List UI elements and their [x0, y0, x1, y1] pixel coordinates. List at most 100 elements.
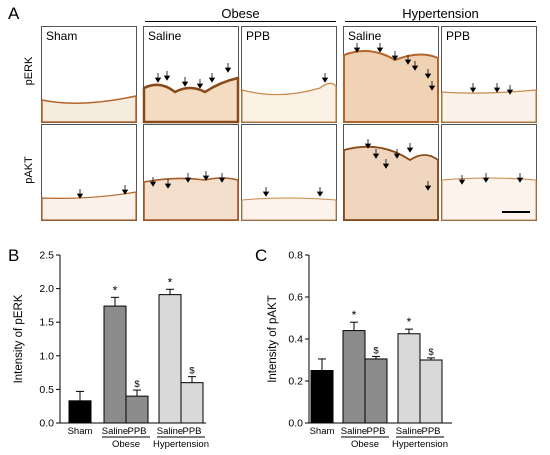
- arrow-marker: [224, 63, 232, 73]
- bar: [310, 370, 334, 424]
- y-tick-label: 0.8: [288, 250, 303, 262]
- tile-label-sham: Sham: [46, 29, 78, 43]
- category-label: Saline: [102, 426, 128, 437]
- arrow-marker: [469, 83, 477, 93]
- group-divider-obese: [145, 21, 336, 22]
- bar: [364, 358, 388, 424]
- group-label: Hypertension: [392, 439, 448, 450]
- arrow-marker: [262, 187, 270, 197]
- significance-mark: $: [189, 366, 195, 377]
- group-title-hypertension: Hypertension: [402, 6, 479, 21]
- arrow-marker: [424, 69, 432, 79]
- arrow-marker: [406, 143, 414, 153]
- arrow-marker: [393, 149, 401, 159]
- tissue-perk-obese-saline: [142, 76, 240, 124]
- significance-mark: *: [407, 315, 412, 329]
- significance-mark: *: [168, 275, 173, 289]
- y-axis-label: Intensity of pERK: [13, 294, 25, 383]
- panel-letter-b: B: [8, 246, 20, 265]
- scale-bar: [502, 211, 530, 213]
- y-tick-label: 0.5: [39, 384, 54, 396]
- arrow-marker: [493, 83, 501, 93]
- significance-mark: $: [428, 347, 434, 358]
- arrow-marker: [321, 73, 329, 83]
- arrow-marker: [76, 189, 84, 199]
- tissue-perk-sham: [41, 95, 137, 123]
- arrow-marker: [482, 173, 490, 183]
- arrow-marker: [121, 185, 129, 195]
- arrow-marker: [218, 173, 226, 183]
- arrow-marker: [391, 51, 399, 61]
- arrow-marker: [424, 181, 432, 191]
- tile-label-obese-saline: Saline: [148, 29, 182, 43]
- category-label: Saline: [396, 426, 422, 437]
- tissue-pakt-sham: [41, 191, 137, 221]
- panel-letter-a: A: [8, 4, 20, 23]
- tissue-perk-hyp-ppb: [441, 89, 537, 123]
- bar: [419, 359, 443, 424]
- bar: [397, 333, 421, 424]
- y-axis-label: Intensity of pAKT: [267, 295, 279, 383]
- y-tick-label: 1.0: [39, 350, 54, 362]
- arrow-marker: [364, 139, 372, 149]
- y-tick-label: 0.2: [288, 376, 303, 388]
- category-label: PPB: [182, 426, 201, 437]
- category-label: PPB: [366, 426, 385, 437]
- y-tick-label: 0.4: [288, 334, 303, 346]
- significance-mark: *: [113, 283, 118, 297]
- arrow-marker: [208, 73, 216, 83]
- arrow-marker: [506, 85, 514, 95]
- y-tick-label: 0.0: [288, 418, 303, 430]
- y-tick-label: 1.5: [39, 317, 54, 329]
- significance-mark: $: [134, 379, 140, 390]
- y-tick-label: 2.5: [39, 250, 54, 262]
- arrow-marker: [372, 149, 380, 159]
- tile-label-obese-ppb: PPB: [246, 29, 271, 43]
- category-label: Sham: [310, 426, 335, 437]
- arrow-marker: [428, 81, 436, 91]
- arrow-marker: [202, 171, 210, 181]
- arrow-marker: [516, 173, 524, 183]
- category-label: PPB: [127, 426, 146, 437]
- significance-mark: *: [352, 308, 357, 322]
- significance-mark: $: [373, 345, 379, 356]
- arrow-marker: [382, 159, 390, 169]
- group-label: Hypertension: [153, 439, 209, 450]
- arrow-marker: [164, 179, 172, 189]
- group-label: Obese: [351, 439, 379, 450]
- category-label: PPB: [421, 426, 440, 437]
- tissue-pakt-hyp-ppb: [441, 177, 537, 221]
- group-divider-hypertension: [345, 21, 536, 22]
- arrow-marker: [458, 175, 466, 185]
- category-label: Saline: [157, 426, 183, 437]
- category-label: Saline: [341, 426, 367, 437]
- arrow-marker: [376, 43, 384, 53]
- tile-label-hypertension-ppb: PPB: [446, 29, 471, 43]
- bar: [342, 330, 366, 424]
- arrow-marker: [316, 187, 324, 197]
- group-label: Obese: [112, 439, 140, 450]
- y-tick-label: 0.6: [288, 292, 303, 304]
- arrow-marker: [154, 73, 162, 83]
- arrow-marker: [163, 71, 171, 81]
- tissue-pakt-obese-ppb: [241, 197, 337, 221]
- tissue-perk-obese-ppb: [241, 82, 337, 123]
- tissue-pakt-obese-saline: [143, 177, 239, 221]
- y-tick-label: 0.0: [39, 418, 54, 430]
- arrow-marker: [196, 79, 204, 89]
- arrow-markers: [76, 43, 524, 199]
- arrow-marker: [149, 177, 157, 187]
- y-tick-label: 2.0: [39, 283, 54, 295]
- arrow-marker: [184, 173, 192, 183]
- micrograph-tissue-overlay: [41, 43, 537, 221]
- panel-letter-c: C: [255, 246, 268, 265]
- arrow-marker: [353, 43, 361, 53]
- tile-label-hypertension-saline: Saline: [348, 29, 382, 43]
- category-label: Sham: [68, 426, 93, 437]
- arrow-marker: [181, 77, 189, 87]
- arrow-marker: [411, 61, 419, 71]
- group-title-obese: Obese: [221, 6, 260, 21]
- arrow-marker: [404, 55, 412, 65]
